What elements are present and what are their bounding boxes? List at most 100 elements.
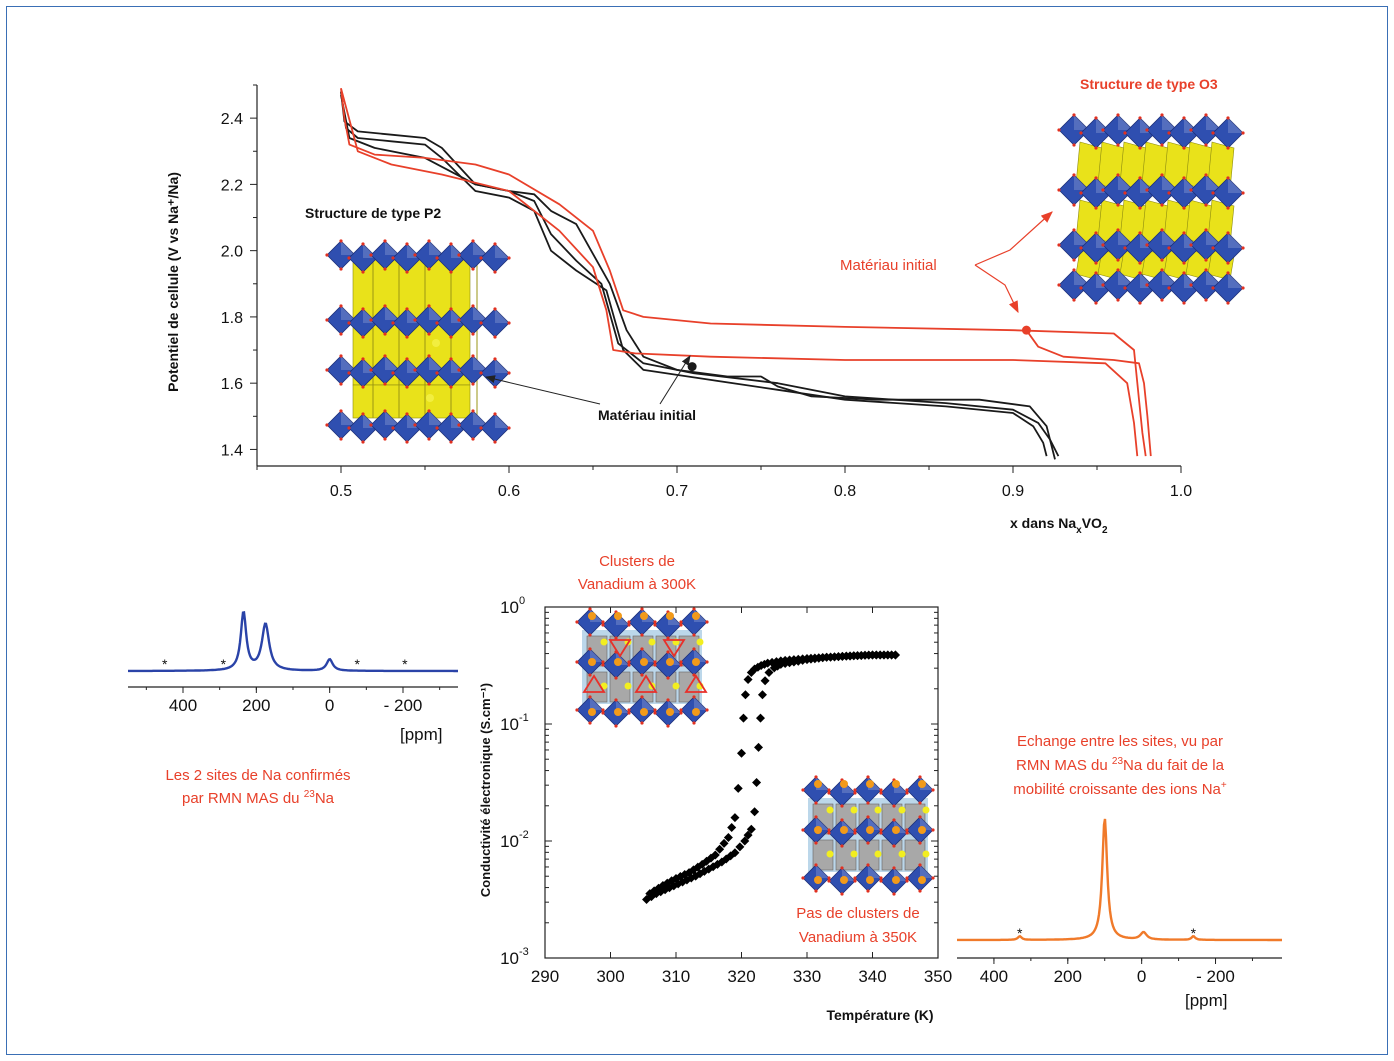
oxygen-dot: [383, 304, 387, 308]
conductivity-point: [798, 655, 808, 665]
nmr-low-caption-line1: Les 2 sites de Na confirmés: [165, 767, 350, 784]
galvano-x-tick-label: 1.0: [1170, 483, 1192, 500]
conductivity-point: [735, 842, 745, 852]
octahedron-facet: [1162, 270, 1177, 285]
galvano-x-tick-label: 0.7: [666, 483, 688, 500]
oxygen-dot: [614, 698, 618, 702]
nmr-low-xlabel: [ppm]: [400, 725, 443, 744]
oxygen-dot: [666, 724, 670, 728]
oxygen-dot: [1138, 231, 1142, 235]
oxygen-dot: [383, 382, 387, 386]
oxygen-dot: [614, 724, 618, 728]
vanadium-cluster-triangle: [634, 674, 658, 693]
octahedron-facet: [816, 865, 829, 878]
oxygen-dot: [435, 371, 439, 375]
oxygen-dot: [1101, 188, 1105, 192]
oxygen-dot: [1116, 173, 1120, 177]
oxygen-dot: [1204, 268, 1208, 272]
galvano-x-tick-label: 0.5: [330, 483, 352, 500]
vanadium-cluster-triangle: [608, 639, 632, 658]
oxygen-dot: [449, 385, 453, 389]
oxygen-dot: [853, 788, 857, 792]
oxygen-dot: [827, 788, 831, 792]
oxygen-dot: [840, 866, 844, 870]
oxygen-dot: [1182, 271, 1186, 275]
oxygen-dot: [801, 788, 805, 792]
octahedron-facet: [495, 414, 509, 428]
octahedron-facet: [341, 241, 355, 255]
oxygen-dot: [1057, 243, 1061, 247]
sodium-atom: [614, 658, 622, 666]
red-voltage-curve: [340, 88, 1147, 457]
sodium-dot: [426, 394, 434, 402]
oxygen-dot: [840, 804, 844, 808]
oxygen-dot: [588, 633, 592, 637]
sodium-atom: [666, 612, 674, 620]
vanadium-cluster-triangle: [684, 674, 708, 693]
clusters-300k-line1: Clusters de: [599, 553, 675, 570]
cond-x-axis-label: Température (K): [826, 1007, 933, 1023]
oxygen-dot: [361, 357, 365, 361]
octahedron-facet: [341, 411, 355, 425]
octahedron-facet: [1074, 175, 1089, 190]
oxygen-dot: [1138, 176, 1142, 180]
spinning-sideband-star: *: [221, 656, 227, 672]
octahedron-facet: [1228, 178, 1243, 193]
clusters-300k-line2: Vanadium à 300K: [578, 576, 696, 593]
conductivity-point: [837, 651, 847, 661]
oxygen-dot: [640, 673, 644, 677]
sodium-atom: [666, 708, 674, 716]
octahedron-facet: [1118, 230, 1133, 245]
oxygen-dot: [1204, 228, 1208, 232]
oxygen-dot: [814, 801, 818, 805]
oxygen-dot: [1094, 301, 1098, 305]
oxygen-dot: [1116, 298, 1120, 302]
spinning-sideband-star: *: [162, 656, 168, 672]
conductivity-point: [759, 659, 769, 669]
oxygen-dot: [361, 385, 365, 389]
sodium-atom: [866, 780, 874, 788]
oxygen-dot: [827, 879, 831, 883]
oxygen-dot: [471, 409, 475, 413]
conductivity-point: [726, 851, 736, 861]
oxygen-dot: [853, 831, 857, 835]
oxygen-dot: [1072, 143, 1076, 147]
oxygen-dot: [427, 304, 431, 308]
conductivity-point: [743, 675, 753, 685]
oxygen-dot: [413, 253, 417, 257]
oxygen-dot: [449, 440, 453, 444]
oxygen-dot: [1072, 258, 1076, 262]
oxygen-dot: [905, 876, 909, 880]
oxygen-dot: [361, 242, 365, 246]
oxygen-dot: [1226, 176, 1230, 180]
oxygen-dot: [853, 828, 857, 832]
oxygen-dot: [601, 663, 605, 667]
sodium-atom: [918, 780, 926, 788]
oxygen-dot: [449, 270, 453, 274]
oxygen-dot: [1226, 271, 1230, 275]
galvano-y-tick-label: 2.0: [221, 244, 243, 261]
oxygen-dot: [905, 788, 909, 792]
oxygen-dot: [1116, 203, 1120, 207]
conductivity-point: [686, 873, 696, 883]
oxygen-dot: [866, 801, 870, 805]
vanadium-cluster-triangle: [582, 674, 606, 693]
oxygen-dot: [918, 863, 922, 867]
black-voltage-curve: [340, 91, 1048, 457]
oxygen-dot: [1160, 268, 1164, 272]
oxygen-dot: [931, 828, 935, 832]
octahedron-facet: [1074, 230, 1089, 245]
o3-structure-image: [1057, 113, 1245, 305]
oxygen-dot: [1123, 246, 1127, 250]
oxygen-dot: [413, 423, 417, 427]
oxygen-dot: [627, 623, 631, 627]
oxygen-dot: [347, 256, 351, 260]
oxygen-dot: [1241, 246, 1245, 250]
oxygen-dot: [1094, 261, 1098, 265]
cond-y-tick-exponent: -2: [519, 829, 529, 841]
vanadium-atom: [696, 638, 704, 646]
vanadium-atom: [600, 638, 608, 646]
oxygen-dot: [679, 708, 683, 712]
sodium-atom: [692, 658, 700, 666]
oxygen-dot: [866, 775, 870, 779]
